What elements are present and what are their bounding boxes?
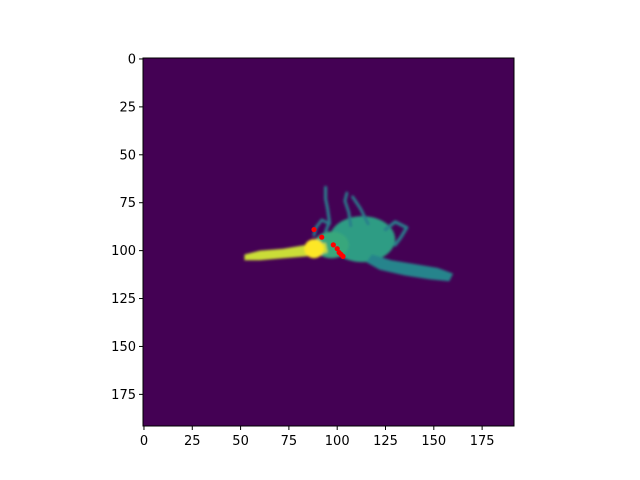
y-tick-label: 50 bbox=[119, 148, 136, 163]
x-tick-label: 75 bbox=[281, 434, 298, 449]
x-tick-label: 0 bbox=[140, 434, 148, 449]
region-head bbox=[304, 239, 324, 259]
region-appendage-3 bbox=[343, 191, 353, 228]
x-tick-label: 150 bbox=[421, 434, 446, 449]
scatter-points bbox=[311, 226, 346, 259]
y-tick-label: 25 bbox=[119, 100, 136, 115]
x-tick-label: 175 bbox=[470, 434, 495, 449]
y-tick-label: 100 bbox=[111, 244, 136, 259]
region-tail bbox=[366, 254, 454, 282]
x-tick-label: 50 bbox=[232, 434, 249, 449]
y-tick-label: 0 bbox=[128, 52, 136, 67]
y-tick-label: 175 bbox=[111, 388, 136, 403]
y-tick-label: 150 bbox=[111, 340, 136, 355]
y-tick-label: 75 bbox=[119, 196, 136, 211]
region-appendage-4 bbox=[351, 195, 370, 226]
scatter-point bbox=[311, 226, 317, 233]
y-tick-label: 125 bbox=[111, 292, 136, 307]
region-appendage-1 bbox=[324, 185, 332, 234]
region-appendage-5 bbox=[383, 220, 409, 247]
x-axis: 0 25 50 75 100 125 150 175 bbox=[140, 426, 495, 449]
x-tick-label: 100 bbox=[325, 434, 350, 449]
plot-frame bbox=[142, 57, 515, 427]
x-tick-label: 125 bbox=[373, 434, 398, 449]
scatter-point bbox=[330, 242, 336, 248]
y-axis: 0 25 50 75 100 125 150 175 bbox=[111, 52, 143, 403]
scatter-point bbox=[319, 234, 325, 240]
scatter-point bbox=[334, 246, 340, 252]
scatter-point bbox=[340, 253, 346, 259]
x-tick-label: 25 bbox=[184, 434, 201, 449]
